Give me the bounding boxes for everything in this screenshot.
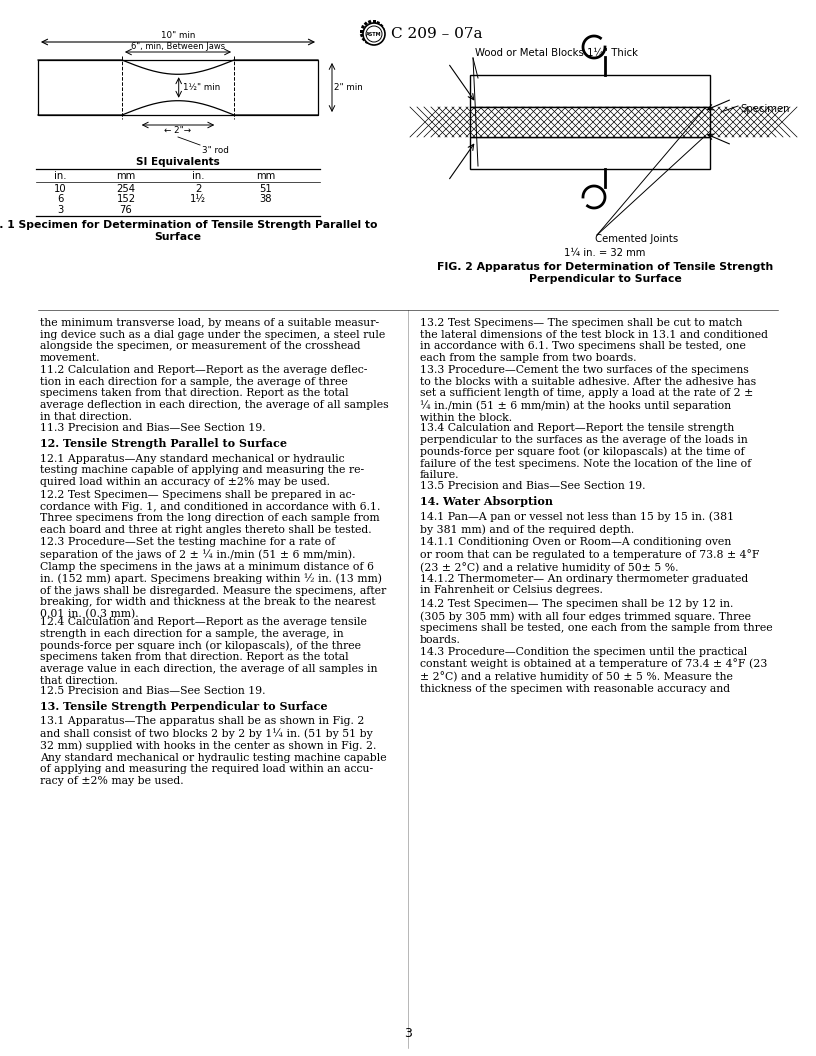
Text: 12.4 ⁣Calculation and Report—Report as the average tensile
strength in each dire: 12.4 ⁣Calculation and Report—Report as t… xyxy=(40,617,378,685)
Bar xyxy=(379,23,384,27)
Text: 14.1 ⁣Pan—A pan or vessel not less than 15 by 15 in. (381
by 381 mm) and of the : 14.1 ⁣Pan—A pan or vessel not less than … xyxy=(420,512,734,534)
Text: 14.1.1 ⁣Conditioning Oven or Room—A conditioning oven
or room that can be regula: 14.1.1 ⁣Conditioning Oven or Room—A cond… xyxy=(420,538,760,572)
Text: FIG. 2 Apparatus for Determination of Tensile Strength
Perpendicular to Surface: FIG. 2 Apparatus for Determination of Te… xyxy=(437,262,773,284)
Text: the minimum transverse load, by means of a suitable measur-
ing device such as a: the minimum transverse load, by means of… xyxy=(40,318,385,363)
Text: mm: mm xyxy=(117,171,135,181)
Text: 38: 38 xyxy=(259,194,273,205)
Text: 1¼ in. = 32 mm: 1¼ in. = 32 mm xyxy=(565,248,645,258)
Text: 12.3 ⁣Procedure—Set the testing machine for a rate of
separation of the jaws of : 12.3 ⁣Procedure—Set the testing machine … xyxy=(40,538,386,619)
Text: 13.5 ⁣Precision and Bias—See Section 19.: 13.5 ⁣Precision and Bias—See Section 19. xyxy=(420,482,645,491)
Text: in.: in. xyxy=(54,171,66,181)
Text: 1½" min: 1½" min xyxy=(183,83,220,92)
Text: 14. Water Absorption: 14. Water Absorption xyxy=(420,496,553,507)
Bar xyxy=(361,25,365,29)
Text: C 209 – 07a: C 209 – 07a xyxy=(391,27,482,41)
Text: 3: 3 xyxy=(57,205,63,215)
Text: 13.1 ⁣Apparatus—The apparatus shall be as shown in Fig. 2
and shall consist of t: 13.1 ⁣Apparatus—The apparatus shall be a… xyxy=(40,716,387,786)
Bar xyxy=(361,37,366,41)
Bar xyxy=(470,75,710,107)
Text: 3" rod: 3" rod xyxy=(202,146,228,155)
Bar xyxy=(360,34,364,37)
Text: mm: mm xyxy=(256,171,276,181)
Text: 13. Tensile Strength Perpendicular to Surface: 13. Tensile Strength Perpendicular to Su… xyxy=(40,700,327,712)
Bar xyxy=(470,107,710,137)
Text: ← 2"→: ← 2"→ xyxy=(165,126,192,135)
Text: Specimen: Specimen xyxy=(740,103,790,114)
Text: 14.2 ⁣Test Specimen— The specimen shall be 12 by 12 in.
(305 by 305 mm) with all: 14.2 ⁣Test Specimen— The specimen shall … xyxy=(420,600,773,645)
Text: 2: 2 xyxy=(195,184,202,194)
Text: 2" min: 2" min xyxy=(334,83,363,92)
Text: in.: in. xyxy=(192,171,204,181)
Bar xyxy=(372,20,375,23)
Bar xyxy=(364,21,368,25)
Text: 12.5 ⁣Precision and Bias—See Section 19.: 12.5 ⁣Precision and Bias—See Section 19. xyxy=(40,685,265,696)
Circle shape xyxy=(363,23,385,45)
Text: 13.2 ⁣Test Specimens— The specimen shall be cut to match
the lateral dimensions : 13.2 ⁣Test Specimens— The specimen shall… xyxy=(420,318,768,363)
Text: 13.4 ⁣Calculation and Report—Report the tensile strength
perpendicular to the su: 13.4 ⁣Calculation and Report—Report the … xyxy=(420,423,752,480)
Bar xyxy=(360,30,363,33)
Text: 10" min: 10" min xyxy=(161,31,195,40)
Text: 12.2 ⁣Test Specimen— Specimens shall be prepared in ac-
cordance with Fig. 1, an: 12.2 ⁣Test Specimen— Specimens shall be … xyxy=(40,490,380,535)
Bar xyxy=(381,27,385,32)
Bar xyxy=(368,20,371,23)
Text: 12. Tensile Strength Parallel to Surface: 12. Tensile Strength Parallel to Surface xyxy=(40,438,287,449)
Text: 11.3 ⁣Precision and Bias—See Section 19.: 11.3 ⁣Precision and Bias—See Section 19. xyxy=(40,423,266,433)
Text: Cemented Joints: Cemented Joints xyxy=(595,234,678,244)
Text: 3: 3 xyxy=(404,1027,412,1040)
Bar xyxy=(374,41,377,45)
Bar xyxy=(376,21,380,25)
Text: 6", min, Between Jaws: 6", min, Between Jaws xyxy=(131,42,225,51)
Bar xyxy=(380,36,384,40)
Text: Wood or Metal Blocks 1¼" Thick: Wood or Metal Blocks 1¼" Thick xyxy=(475,48,638,58)
Text: 51: 51 xyxy=(259,184,273,194)
Bar xyxy=(38,60,318,115)
Text: 11.2 ⁣Calculation and Report—Report as the average deflec-
tion in each directio: 11.2 ⁣Calculation and Report—Report as t… xyxy=(40,365,388,421)
Text: FIG. 1 Specimen for Determination of Tensile Strength Parallel to
Surface: FIG. 1 Specimen for Determination of Ten… xyxy=(0,221,377,242)
Text: 152: 152 xyxy=(117,194,135,205)
Bar xyxy=(470,137,710,169)
Bar xyxy=(382,33,385,36)
Text: 1½: 1½ xyxy=(190,194,206,205)
Text: 10: 10 xyxy=(54,184,66,194)
Text: 13.3 ⁣Procedure—Cement the two surfaces of the specimens
to the blocks with a su: 13.3 ⁣Procedure—Cement the two surfaces … xyxy=(420,365,756,422)
Text: 6: 6 xyxy=(57,194,63,205)
Bar xyxy=(365,40,369,44)
Text: 14.1.2 ⁣Thermometer— An ordinary thermometer graduated
in Fahrenheit or Celsius : 14.1.2 ⁣Thermometer— An ordinary thermom… xyxy=(420,573,748,596)
Text: 76: 76 xyxy=(120,205,132,215)
Text: ASTM: ASTM xyxy=(366,32,382,37)
Text: 12.1 ⁣Apparatus—Any standard mechanical or hydraulic
testing machine capable of : 12.1 ⁣Apparatus—Any standard mechanical … xyxy=(40,454,364,487)
Bar xyxy=(377,39,381,43)
Text: 14.3 ⁣Procedure—Condition the specimen until the practical
constant weight is ob: 14.3 ⁣Procedure—Condition the specimen u… xyxy=(420,646,767,694)
Text: 254: 254 xyxy=(117,184,135,194)
Text: SI Equivalents: SI Equivalents xyxy=(136,157,220,167)
Bar xyxy=(370,42,372,45)
